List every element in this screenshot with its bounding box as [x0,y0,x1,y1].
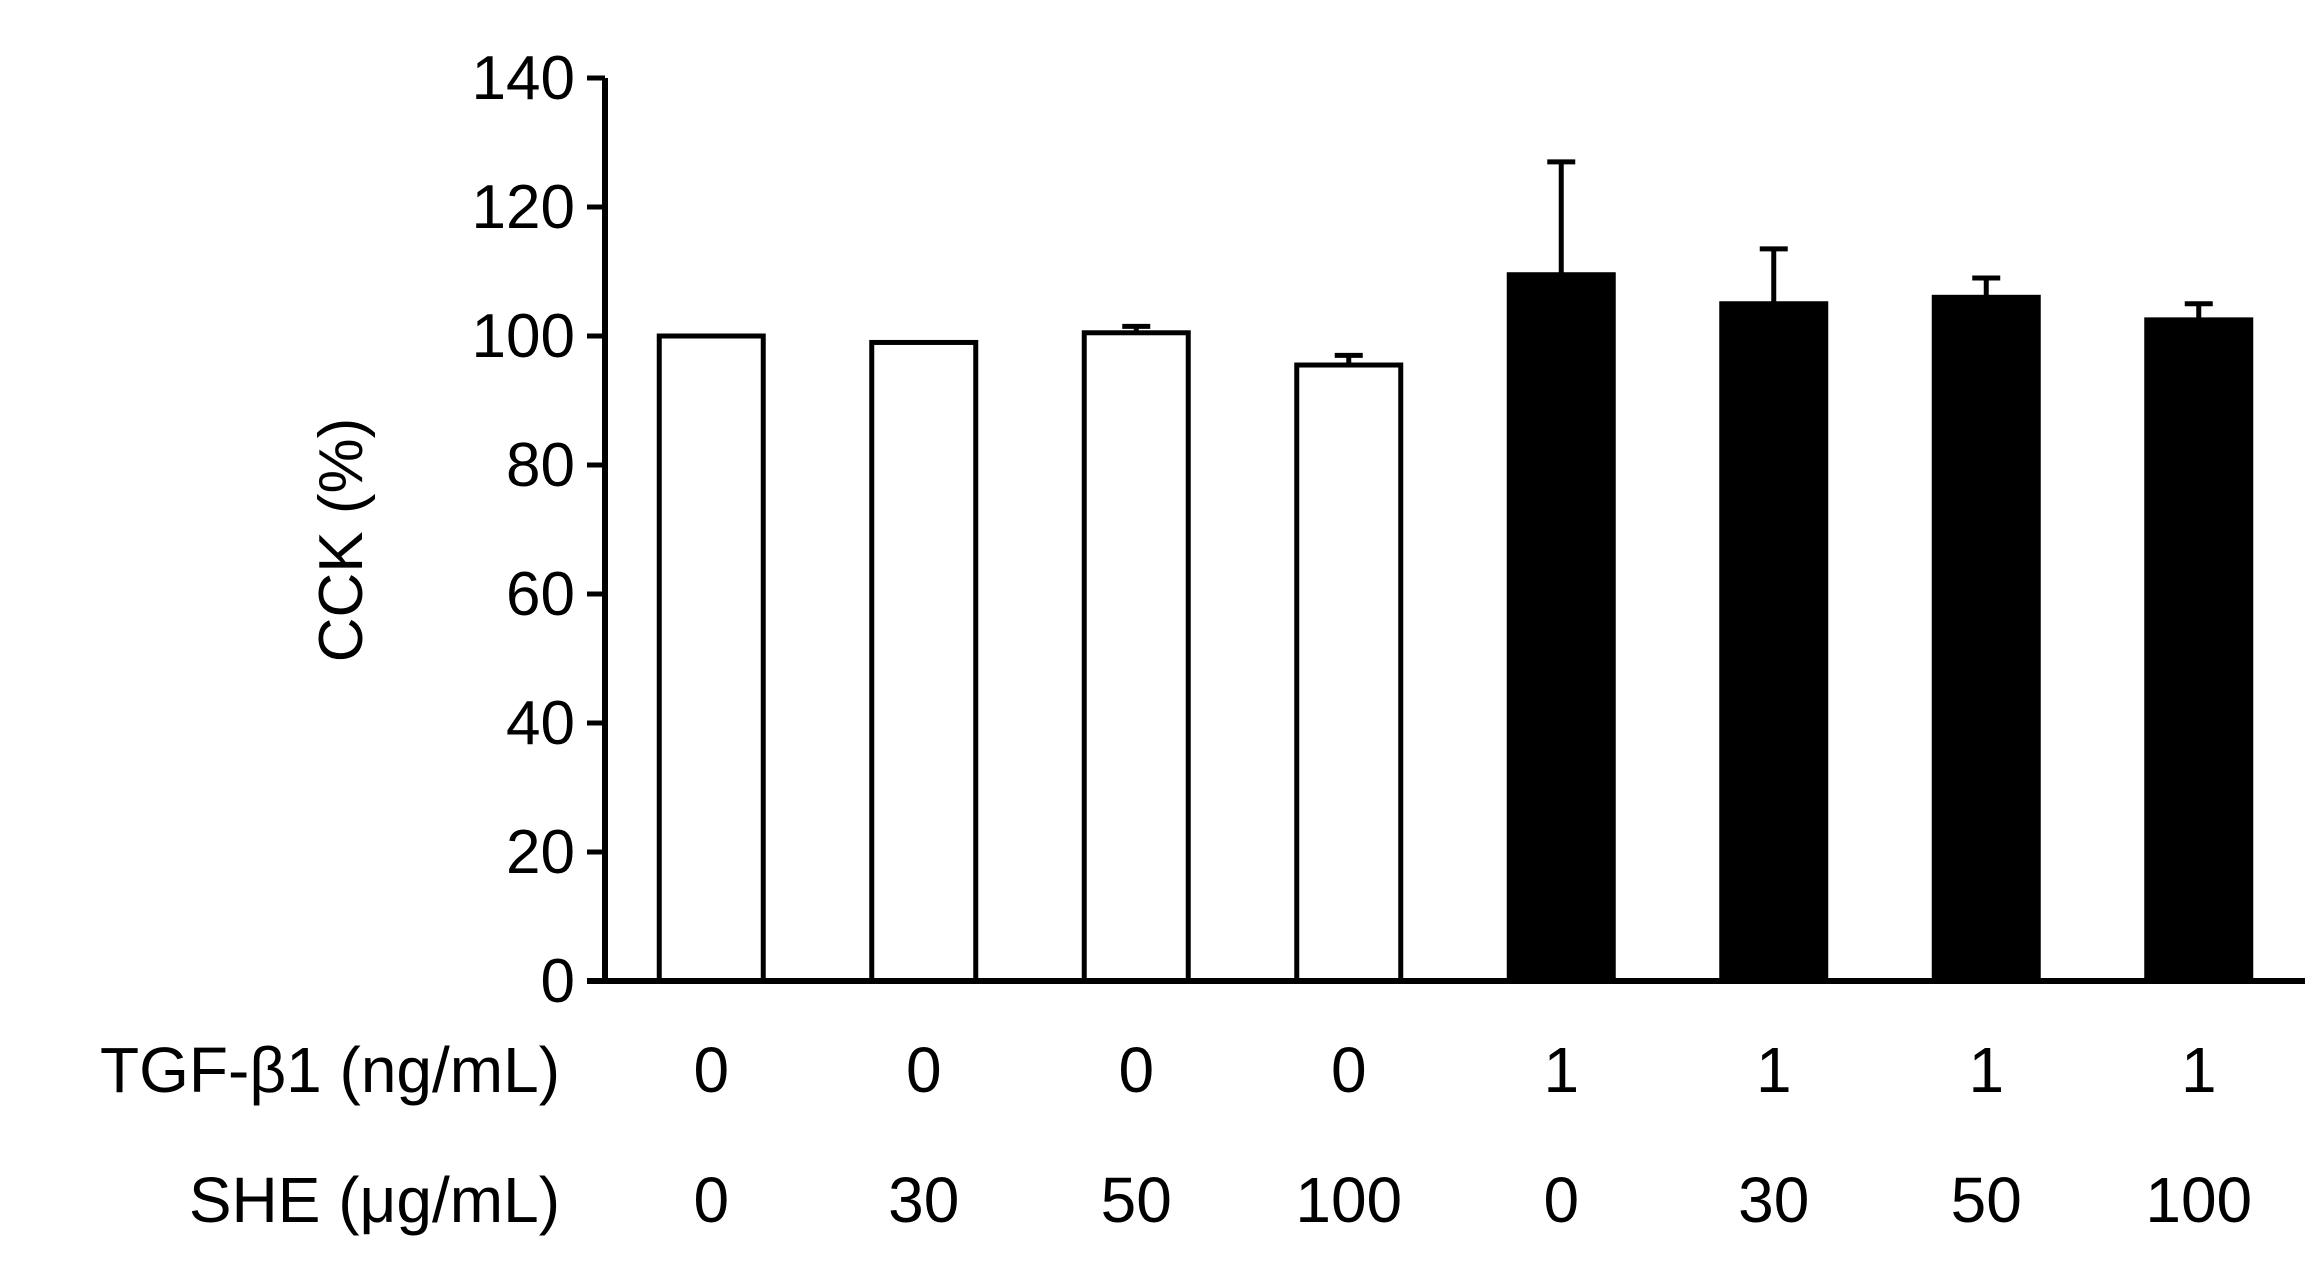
y-tick-label: 0 [541,947,575,1016]
condition-row-label: TGF-β1 (ng/mL) [100,1034,560,1106]
bar [1719,301,1829,984]
bars [656,159,2254,984]
bar [1081,330,1191,984]
y-tick-label: 100 [472,302,575,371]
y-axis-title: CCK (%) [307,418,376,663]
condition-value: 100 [2145,1164,2252,1236]
condition-value: 1 [2181,1034,2217,1106]
bar [1294,362,1404,984]
y-tick-label: 20 [506,818,575,887]
condition-value: 100 [1295,1164,1402,1236]
y-tick-label: 80 [506,431,575,500]
condition-value: 30 [1738,1164,1809,1236]
bar [656,333,766,984]
condition-row-label: SHE (μg/mL) [189,1164,560,1236]
bar [1931,294,2041,984]
condition-value: 50 [1101,1164,1172,1236]
condition-value: 0 [1331,1034,1367,1106]
condition-value: 1 [1756,1034,1792,1106]
condition-value: 0 [1543,1164,1579,1236]
y-tick-label: 60 [506,560,575,629]
bar [2144,317,2254,984]
condition-value: 50 [1951,1164,2022,1236]
y-tick-label: 40 [506,689,575,758]
y-axis: 0 20 40 60 80 100 120 140 [472,44,605,1016]
condition-table: TGF-β1 (ng/mL) 0 0 0 0 1 1 1 1 SHE (μg/mL) 0 30 50 10… [100,1034,2252,1236]
condition-value: 0 [693,1164,729,1236]
bar [869,339,979,984]
condition-value: 1 [1543,1034,1579,1106]
condition-value: 1 [1968,1034,2004,1106]
condition-value: 0 [693,1034,729,1106]
axes [587,78,2305,984]
condition-value: 30 [888,1164,959,1236]
y-tick-label: 140 [472,44,575,113]
condition-value: 0 [1118,1034,1154,1106]
bar [1506,272,1616,984]
y-tick-label: 120 [472,173,575,242]
condition-value: 0 [906,1034,942,1106]
